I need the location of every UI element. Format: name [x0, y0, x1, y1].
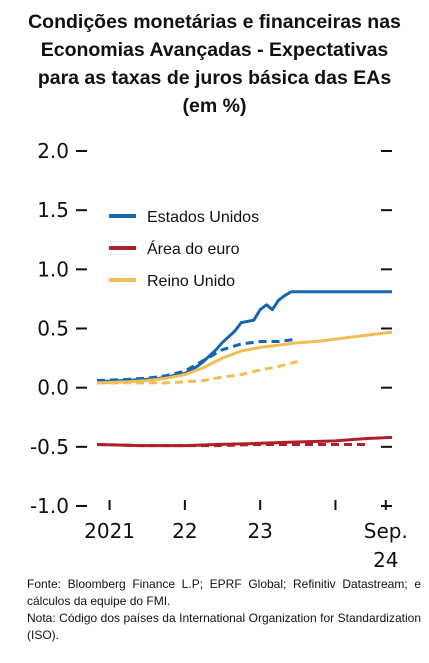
series-line-uk-dashed [97, 360, 298, 385]
title-line-4: (em %) [182, 95, 247, 117]
x-tick-label: 23 [247, 519, 272, 543]
title-line-1: Condições monetárias e financeiras nas [28, 11, 401, 33]
chart-title: Condições monetárias e financeiras nas E… [0, 8, 429, 120]
chart-notes: Fonte: Bloomberg Finance L.P; EPRF Globa… [27, 576, 421, 644]
y-tick-label: 0.0 [37, 376, 69, 400]
y-tick-label: 1.5 [37, 198, 69, 222]
x-tick-label: 2021 [84, 519, 135, 543]
title-line-2: Economias Avançadas - Expectativas [40, 39, 389, 61]
y-tick-label: -0.5 [30, 435, 69, 459]
title-line-3: para as taxas de juros básica das EAs [37, 67, 392, 89]
y-tick-label: 2.0 [37, 139, 69, 163]
source-note: Fonte: Bloomberg Finance L.P; EPRF Globa… [27, 577, 421, 608]
series-line-us-dashed [96, 337, 298, 383]
footnote: Nota: Código dos países da International… [27, 611, 421, 642]
x-tick-label: 24 [373, 548, 398, 572]
y-tick-label: -1.0 [30, 494, 69, 518]
legend-label-euro: Área do euro [147, 239, 240, 258]
legend-label-us: Estados Unidos [147, 209, 259, 226]
legend-label-uk: Reino Unido [147, 273, 235, 290]
x-tick-label: Sep. [364, 519, 408, 543]
series-line-euro-dashed [96, 443, 367, 448]
y-tick-label: 0.5 [37, 317, 69, 341]
series-line-uk-solid [96, 330, 393, 385]
y-tick-label: 1.0 [37, 257, 69, 281]
x-tick-label: 22 [172, 519, 197, 543]
line-chart: 2.0 1.5 1.0 0.5 0.0 -0.5 -1.0 2021 22 23 Sep. 24 Est… [30, 139, 408, 572]
